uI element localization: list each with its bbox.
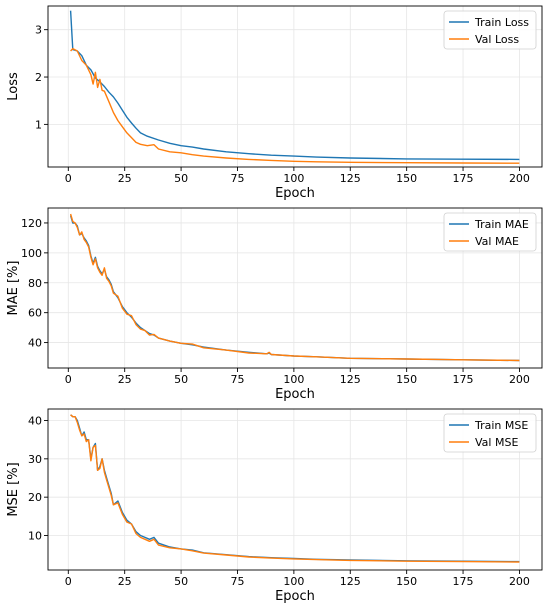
y-axis-label: MSE [%] — [6, 462, 21, 516]
x-tick-label: 150 — [396, 575, 417, 588]
y-tick-label: 10 — [28, 530, 42, 543]
x-axis-label: Epoch — [275, 589, 315, 604]
legend-entry: Val MAE — [475, 235, 519, 248]
legend-entry: Train MAE — [474, 218, 529, 231]
x-tick-label: 125 — [340, 373, 361, 386]
y-tick-label: 1 — [35, 118, 42, 131]
axes-frame — [47, 408, 543, 571]
x-tick-label: 175 — [453, 575, 474, 588]
y-tick-label: 100 — [21, 247, 42, 260]
x-tick-label: 50 — [174, 172, 188, 185]
x-tick-label: 75 — [230, 172, 244, 185]
legend-entry: Val Loss — [475, 33, 519, 46]
y-tick-label: 60 — [28, 307, 42, 320]
x-tick-label: 100 — [283, 373, 304, 386]
y-axis-label: MAE [%] — [6, 261, 21, 316]
axes-frame — [47, 207, 543, 369]
y-tick-label: 40 — [28, 337, 42, 350]
legend: Train Loss Val Loss — [443, 10, 537, 50]
y-tick-label: 120 — [21, 217, 42, 230]
legend-entry: Val MSE — [475, 436, 518, 449]
x-tick-label: 125 — [340, 575, 361, 588]
x-tick-label: 50 — [174, 575, 188, 588]
series-line-val-mae — [69, 213, 520, 362]
x-tick-label: 150 — [396, 373, 417, 386]
legend: Train MSE Val MSE — [443, 413, 537, 453]
subplot-2: 0 25 50 75 100 125 150 175 200 40 60 80 100 120 Epoch M… — [6, 207, 543, 402]
x-tick-label: 175 — [453, 172, 474, 185]
x-tick-label: 50 — [174, 373, 188, 386]
x-tick-label: 25 — [118, 575, 132, 588]
x-tick-label: 25 — [118, 373, 132, 386]
subplot-3: 0 25 50 75 100 125 150 175 200 10 20 30 40 Epoch MSE [… — [6, 408, 543, 604]
legend-entry: Train MSE — [474, 419, 528, 432]
axes-frame — [47, 5, 543, 168]
x-tick-label: 25 — [118, 172, 132, 185]
legend: Train MAE Val MAE — [443, 212, 537, 252]
x-tick-label: 200 — [509, 373, 530, 386]
x-axis-label: Epoch — [275, 387, 315, 402]
series-line-val-mse — [70, 414, 520, 563]
x-tick-label: 100 — [283, 575, 304, 588]
series-line-train-loss — [69, 10, 520, 161]
y-axis-label: Loss — [6, 72, 21, 101]
x-tick-label: 175 — [453, 373, 474, 386]
y-tick-label: 80 — [28, 277, 42, 290]
x-tick-label: 0 — [65, 172, 72, 185]
y-tick-label: 40 — [28, 415, 42, 428]
series-line-val-loss — [70, 47, 520, 164]
y-tick-label: 2 — [35, 71, 42, 84]
subplot-1: 0 25 50 75 100 125 150 175 200 1 2 3 Epoch Loss Train … — [6, 5, 543, 201]
x-tick-label: 75 — [230, 575, 244, 588]
legend-entry: Train Loss — [474, 16, 529, 29]
x-tick-label: 200 — [509, 575, 530, 588]
y-tick-label: 30 — [28, 453, 42, 466]
y-tick-label: 3 — [35, 24, 42, 37]
x-tick-label: 0 — [65, 575, 72, 588]
x-tick-label: 125 — [340, 172, 361, 185]
x-tick-label: 150 — [396, 172, 417, 185]
x-tick-label: 200 — [509, 172, 530, 185]
x-tick-label: 75 — [230, 373, 244, 386]
x-tick-label: 0 — [65, 373, 72, 386]
y-tick-label: 20 — [28, 491, 42, 504]
x-axis-label: Epoch — [275, 186, 315, 201]
x-tick-label: 100 — [283, 172, 304, 185]
